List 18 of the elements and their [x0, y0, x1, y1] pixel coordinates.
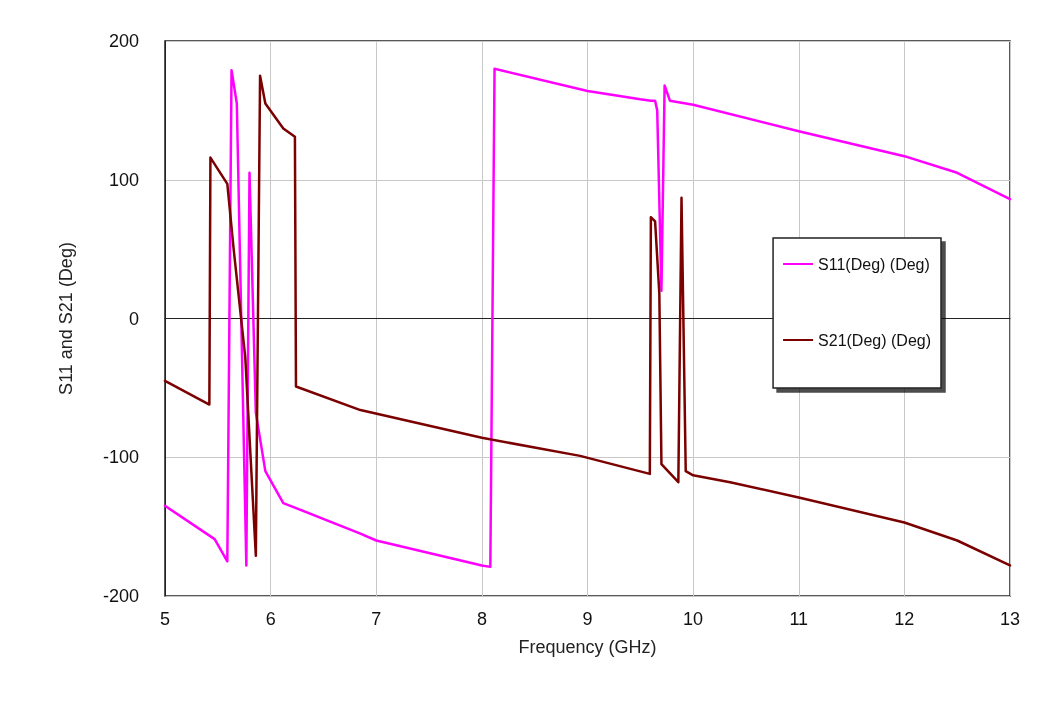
y-axis-title: S11 and S21 (Deg): [56, 242, 76, 395]
x-tick-label: 13: [999, 609, 1021, 629]
legend-label: S21(Deg) (Deg): [818, 331, 932, 349]
x-tick-label: 8: [476, 609, 487, 629]
x-tick-label: 11: [789, 609, 809, 629]
y-tick-label: 0: [128, 308, 139, 329]
y-tick-label: 200: [108, 31, 139, 51]
x-tick-label: 9: [582, 609, 593, 629]
x-tick-label: 5: [159, 609, 171, 629]
x-tick-label: 7: [371, 609, 382, 629]
legend-label: S11(Deg) (Deg): [818, 255, 930, 273]
x-axis-title: Frequency (GHz): [518, 637, 657, 657]
x-tick-label: 12: [894, 609, 915, 629]
y-tick-label: -200: [102, 586, 139, 606]
y-tick-label: -100: [102, 447, 139, 468]
x-tick-label: 6: [265, 609, 276, 629]
x-tick-label: 10: [683, 609, 704, 629]
y-tick-label: 100: [108, 169, 139, 190]
